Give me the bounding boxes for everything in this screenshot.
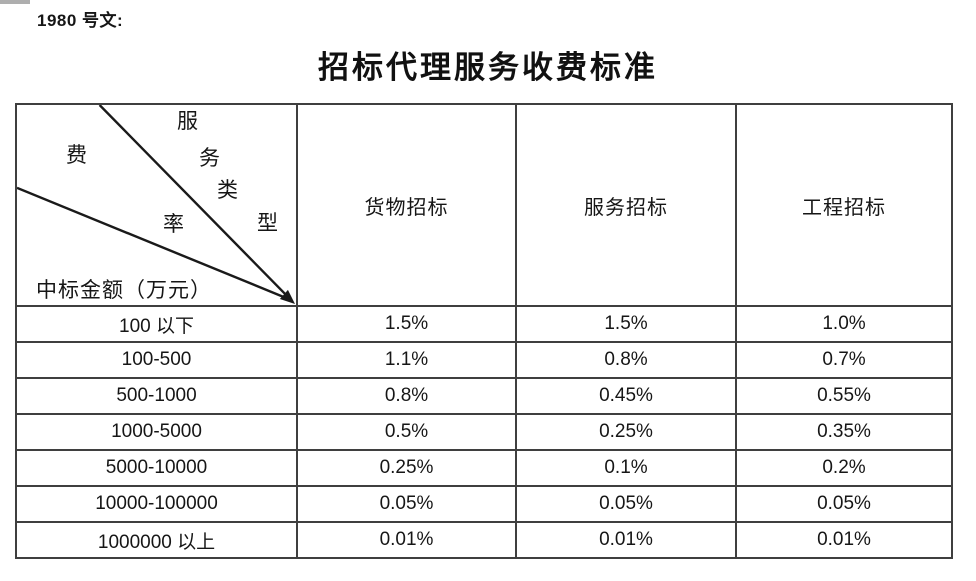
rate-cell: 0.5% — [296, 413, 517, 451]
corner-fee-char: 费 — [66, 143, 87, 167]
table-row: 100 以下 1.5% 1.5% 1.0% — [15, 305, 953, 343]
rate-cell: 0.55% — [735, 377, 953, 415]
rate-cell: 0.45% — [515, 377, 737, 415]
corner-rate-char: 率 — [163, 212, 184, 236]
table-row: 1000000 以上 0.01% 0.01% 0.01% — [15, 521, 953, 559]
table-row: 500-1000 0.8% 0.45% 0.55% — [15, 377, 953, 415]
page-title: 招标代理服务收费标准 — [318, 50, 658, 85]
rate-cell: 1.0% — [735, 305, 953, 343]
corner-service-char-1: 服 — [177, 109, 198, 133]
diagonal-divider-lines — [17, 105, 295, 304]
corner-service-char-2: 务 — [199, 146, 220, 170]
table-row: 5000-10000 0.25% 0.1% 0.2% — [15, 449, 953, 487]
rate-cell: 1.1% — [296, 341, 517, 379]
fee-standard-table: 费 服 务 类 型 率 中标金额（万元） 货物招标 服务招标 工程招标 100 … — [15, 103, 953, 559]
rate-cell: 0.25% — [296, 449, 517, 487]
rate-cell: 0.25% — [515, 413, 737, 451]
corner-service-char-4: 型 — [257, 211, 278, 235]
document-reference: 1980 号文: — [37, 11, 124, 30]
column-header-service: 服务招标 — [515, 103, 737, 307]
diagonal-corner-cell: 费 服 务 类 型 率 中标金额（万元） — [15, 103, 298, 307]
rate-cell: 1.5% — [515, 305, 737, 343]
amount-range-cell: 100-500 — [15, 341, 298, 379]
amount-range-cell: 10000-100000 — [15, 485, 298, 523]
rate-cell: 0.01% — [515, 521, 737, 559]
rate-cell: 0.2% — [735, 449, 953, 487]
rate-cell: 0.05% — [735, 485, 953, 523]
rate-cell: 0.35% — [735, 413, 953, 451]
table-row: 100-500 1.1% 0.8% 0.7% — [15, 341, 953, 379]
amount-range-cell: 100 以下 — [15, 305, 298, 343]
rate-cell: 0.05% — [515, 485, 737, 523]
rate-cell: 0.01% — [735, 521, 953, 559]
corner-amount-axis-label: 中标金额（万元） — [36, 278, 212, 302]
column-header-works: 工程招标 — [735, 103, 953, 307]
rate-cell: 0.01% — [296, 521, 517, 559]
amount-range-cell: 5000-10000 — [15, 449, 298, 487]
rate-cell: 0.8% — [515, 341, 737, 379]
column-header-goods: 货物招标 — [296, 103, 517, 307]
rate-cell: 0.8% — [296, 377, 517, 415]
arrowhead-icon — [279, 289, 295, 304]
table-header-row: 费 服 务 类 型 率 中标金额（万元） 货物招标 服务招标 工程招标 — [15, 103, 953, 307]
amount-range-cell: 500-1000 — [15, 377, 298, 415]
rate-cell: 0.7% — [735, 341, 953, 379]
rate-cell: 1.5% — [296, 305, 517, 343]
table-row: 10000-100000 0.05% 0.05% 0.05% — [15, 485, 953, 523]
amount-range-cell: 1000000 以上 — [15, 521, 298, 559]
rate-cell: 0.1% — [515, 449, 737, 487]
corner-service-char-3: 类 — [217, 178, 238, 202]
rate-cell: 0.05% — [296, 485, 517, 523]
amount-range-cell: 1000-5000 — [15, 413, 298, 451]
scan-artifact-mark — [0, 0, 30, 4]
table-row: 1000-5000 0.5% 0.25% 0.35% — [15, 413, 953, 451]
